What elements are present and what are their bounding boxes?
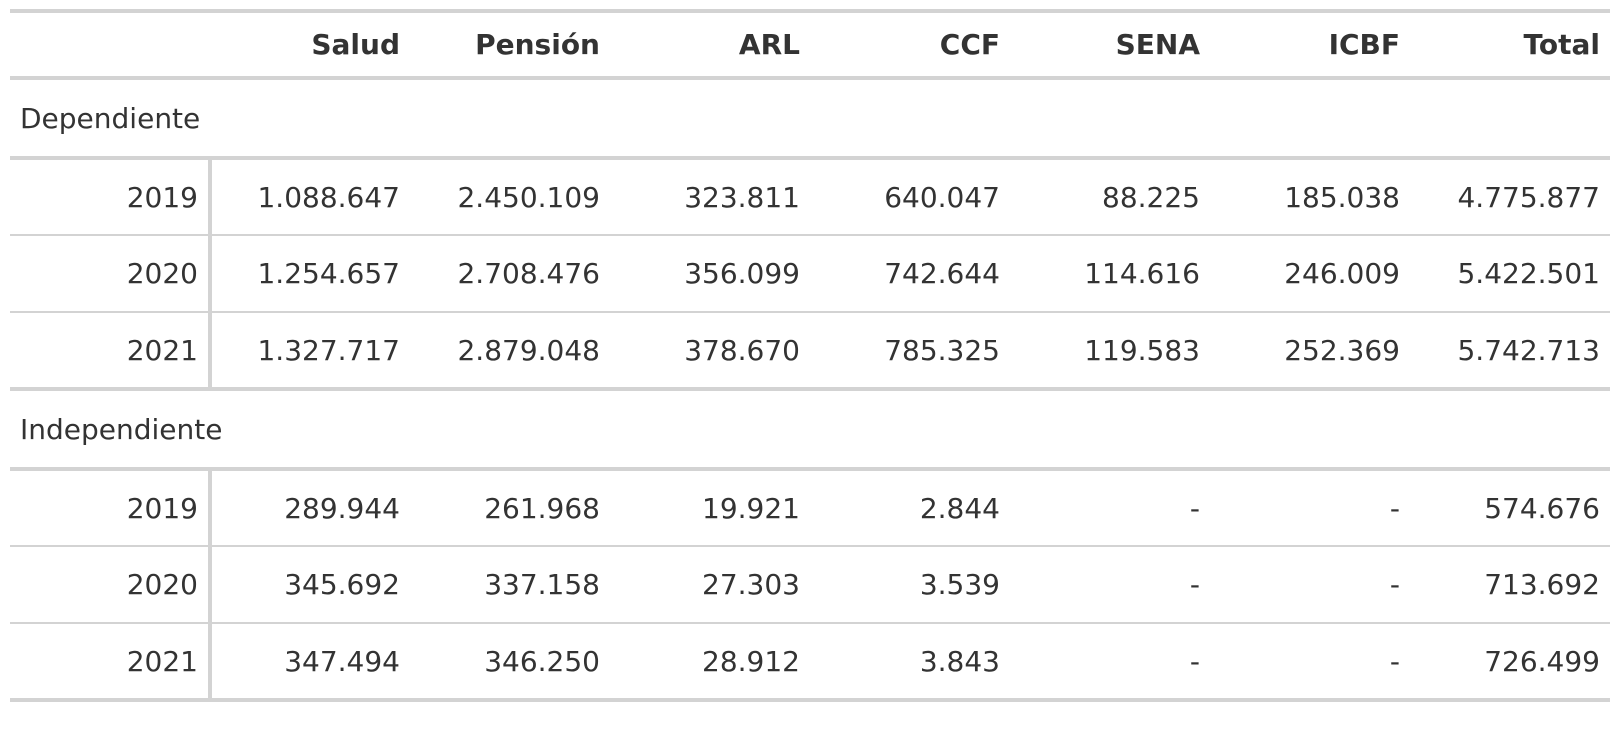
group-label: Dependiente (10, 78, 1610, 160)
table-cell: 5.422.501 (1410, 235, 1610, 313)
table-cell: 2.844 (810, 469, 1010, 547)
contributions-table-container: Salud Pensión ARL CCF SENA ICBF Total De… (10, 9, 1610, 702)
table-row: 2019 1.088.647 2.450.109 323.811 640.047 88.2… (10, 158, 1610, 236)
table-cell: 2.450.109 (410, 158, 610, 236)
table-cell: - (1210, 623, 1410, 702)
column-header-ccf: CCF (810, 9, 1010, 80)
table-cell: 346.250 (410, 623, 610, 702)
table-cell: 345.692 (210, 546, 410, 624)
row-year: 2021 (10, 623, 212, 702)
table-row: 2020 1.254.657 2.708.476 356.099 742.644 114.… (10, 235, 1610, 313)
table-cell: 261.968 (410, 469, 610, 547)
row-year: 2021 (10, 312, 212, 391)
row-year: 2020 (10, 235, 212, 313)
header-row: Salud Pensión ARL CCF SENA ICBF Total (10, 9, 1610, 80)
table-cell: 114.616 (1010, 235, 1210, 313)
table-body: Dependiente 2019 1.088.647 2.450.109 323.811… (10, 78, 1610, 702)
column-header-salud: Salud (210, 9, 410, 80)
table-cell: 1.327.717 (210, 312, 410, 391)
table-cell: 28.912 (610, 623, 810, 702)
table-cell: 356.099 (610, 235, 810, 313)
table-cell: 347.494 (210, 623, 410, 702)
table-cell: 640.047 (810, 158, 1010, 236)
table-cell: 289.944 (210, 469, 410, 547)
column-header-stub (10, 9, 210, 80)
table-cell: 3.539 (810, 546, 1010, 624)
table-cell: 246.009 (1210, 235, 1410, 313)
table-cell: 726.499 (1410, 623, 1610, 702)
contributions-table: Salud Pensión ARL CCF SENA ICBF Total De… (10, 9, 1610, 702)
column-header-sena: SENA (1010, 9, 1210, 80)
table-cell: 378.670 (610, 312, 810, 391)
table-cell: 785.325 (810, 312, 1010, 391)
table-cell: - (1210, 546, 1410, 624)
group-label: Independiente (10, 389, 1610, 471)
table-row: 2020 345.692 337.158 27.303 3.539- -713.692 (10, 546, 1610, 624)
table-cell: 252.369 (1210, 312, 1410, 391)
table-cell: 1.088.647 (210, 158, 410, 236)
group-row: Independiente (10, 389, 1610, 471)
table-cell: 119.583 (1010, 312, 1210, 391)
table-cell: 337.158 (410, 546, 610, 624)
table-row: 2021 1.327.717 2.879.048 378.670 785.325 119.… (10, 312, 1610, 391)
table-cell: 185.038 (1210, 158, 1410, 236)
table-cell: 5.742.713 (1410, 312, 1610, 391)
table-cell: 2.879.048 (410, 312, 610, 391)
column-header-icbf: ICBF (1210, 9, 1410, 80)
table-cell: 323.811 (610, 158, 810, 236)
column-header-pension: Pensión (410, 9, 610, 80)
table-row: 2021 347.494 346.250 28.912 3.843- -726.499 (10, 623, 1610, 702)
column-header-total: Total (1410, 9, 1610, 80)
table-cell: 88.225 (1010, 158, 1210, 236)
row-year: 2019 (10, 469, 212, 547)
table-cell: - (1010, 623, 1210, 702)
table-cell: 1.254.657 (210, 235, 410, 313)
column-header-arl: ARL (610, 9, 810, 80)
table-cell: 742.644 (810, 235, 1010, 313)
table-cell: 4.775.877 (1410, 158, 1610, 236)
table-cell: 27.303 (610, 546, 810, 624)
table-cell: 19.921 (610, 469, 810, 547)
table-cell: - (1210, 469, 1410, 547)
table-header: Salud Pensión ARL CCF SENA ICBF Total (10, 9, 1610, 80)
group-row: Dependiente (10, 78, 1610, 160)
table-cell: 713.692 (1410, 546, 1610, 624)
table-cell: - (1010, 546, 1210, 624)
table-cell: 3.843 (810, 623, 1010, 702)
row-year: 2020 (10, 546, 212, 624)
table-cell: - (1010, 469, 1210, 547)
row-year: 2019 (10, 158, 212, 236)
table-cell: 574.676 (1410, 469, 1610, 547)
table-cell: 2.708.476 (410, 235, 610, 313)
table-row: 2019 289.944 261.968 19.921 2.844- -574.676 (10, 469, 1610, 547)
